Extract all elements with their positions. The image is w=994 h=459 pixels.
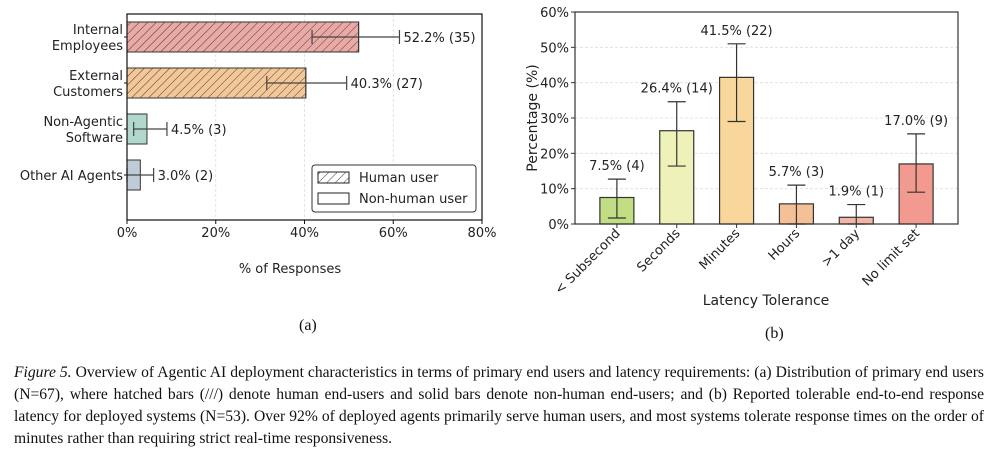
chart-a-legend: Human user Non-human user	[311, 164, 477, 213]
caption-text: Overview of Agentic AI deployment charac…	[14, 364, 984, 447]
data-label: 17.0% (9)	[884, 114, 948, 129]
x-tick-label: 60%	[379, 226, 408, 241]
y-tick-label: 0%	[548, 218, 569, 233]
data-label: 5.7% (3)	[769, 165, 825, 180]
y-tick-label: Employees	[52, 39, 123, 54]
data-label: 1.9% (1)	[828, 185, 884, 200]
legend-nonhuman-swatch	[317, 192, 350, 205]
chart-b-x-axis-label: Latency Tolerance	[703, 293, 830, 309]
y-tick-label: Internal	[73, 23, 123, 38]
data-label: 52.2% (35)	[403, 31, 475, 46]
y-tick-label: 30%	[540, 112, 569, 127]
y-tick-label: Customers	[53, 85, 123, 100]
y-tick-label: 40%	[540, 77, 569, 92]
legend-nonhuman-label: Non-human user	[359, 192, 468, 207]
chart-b-latency: 7.5% (4) 26.4% (14) 41.5% (22) 5.7% (3)1.9%…	[525, 6, 959, 309]
data-label: 3.0% (2)	[158, 169, 214, 184]
caption-label: Figure 5.	[14, 364, 72, 381]
legend-human-label: Human user	[359, 171, 439, 186]
x-tick-label: 80%	[468, 226, 497, 241]
x-tick-label: 40%	[290, 226, 319, 241]
chart-b-bars	[599, 76, 934, 225]
legend-human-swatch	[317, 171, 350, 184]
data-label: 7.5% (4)	[589, 159, 645, 174]
chart-a-data-labels: 52.2% (35) 40.3% (27) 4.5% (3) 3.0% (2)	[158, 31, 476, 184]
chart-b-y-axis-label: Percentage (%)	[525, 64, 541, 171]
data-label: 40.3% (27)	[351, 77, 423, 92]
y-tick-label: External	[69, 69, 123, 84]
panel-a-label: (a)	[299, 317, 317, 334]
panel-b-label: (b)	[765, 325, 784, 342]
y-tick-label: 50%	[540, 41, 569, 56]
data-label: 26.4% (14)	[641, 82, 713, 97]
chart-b-data-labels: 7.5% (4) 26.4% (14) 41.5% (22) 5.7% (3)1.9%…	[589, 24, 948, 200]
y-tick-label: Other AI Agents	[20, 169, 123, 184]
x-tick-label: 0%	[117, 226, 138, 241]
chart-b-gridlines	[575, 46, 958, 190]
figure-caption: Figure 5. Overview of Agentic AI deploym…	[14, 362, 984, 450]
chart-a-x-axis-label: % of Responses	[239, 262, 342, 277]
x-tick-label: Hours	[766, 226, 804, 264]
x-tick-label: Minutes	[697, 226, 744, 273]
y-tick-label: Non-Agentic	[43, 115, 123, 130]
y-tick-label: 20%	[540, 147, 569, 162]
chart-a-x-ticks: 0% 20% 40% 60% 80%	[117, 220, 497, 241]
chart-a-end-users: 52.2% (35) 40.3% (27) 4.5% (3) 3.0% (2) 0% 2…	[20, 13, 497, 277]
x-tick-label: No limit set	[860, 226, 923, 289]
y-tick-label: Software	[66, 131, 123, 146]
x-tick-label: Seconds	[634, 226, 683, 275]
chart-b-y-ticks: 0% 10% 20% 30% 40% 50% 60%	[540, 6, 575, 233]
chart-a-error-bars	[126, 30, 401, 182]
y-tick-label: 60%	[540, 6, 569, 21]
data-label: 41.5% (22)	[701, 24, 773, 39]
x-tick-label: < Subsecond	[552, 226, 624, 298]
x-tick-label: 20%	[201, 226, 230, 241]
y-tick-label: 10%	[540, 183, 569, 198]
data-label: 4.5% (3)	[171, 123, 227, 138]
x-tick-label: >1 day	[819, 226, 863, 270]
bar	[659, 130, 695, 225]
